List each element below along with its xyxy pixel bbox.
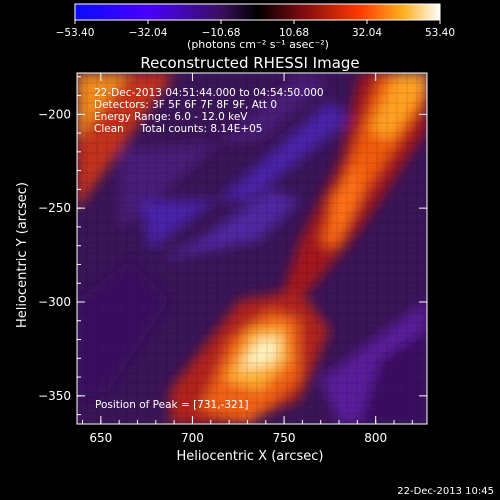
y-axis-label: Heliocentric Y (arcsec) bbox=[15, 182, 30, 328]
x-axis-label: Heliocentric X (arcsec) bbox=[177, 449, 324, 464]
colorbar-tick-label: 10.68 bbox=[279, 27, 309, 39]
annotation-energy-range: Energy Range: 6.0 - 12.0 keV bbox=[94, 111, 248, 123]
annotation-detectors: Detectors: 3F 5F 6F 7F 8F 9F, Att 0 bbox=[94, 99, 277, 111]
colorbar-tick-label: −10.68 bbox=[202, 27, 241, 39]
x-tick-label: 700 bbox=[181, 431, 204, 445]
colorbar-unit-label: (photons cm⁻² s⁻¹ asec⁻²) bbox=[187, 38, 329, 51]
heatmap-image bbox=[77, 73, 427, 424]
colorbar-tick-label: 32.04 bbox=[352, 27, 382, 39]
colorbar-ticks: −53.40 −32.04 −10.68 10.68 32.04 53.40 bbox=[56, 20, 455, 39]
peak-position-label: Position of Peak = [731,-321] bbox=[95, 399, 249, 411]
x-tick-label: 650 bbox=[89, 431, 112, 445]
y-tick-label: −250 bbox=[38, 201, 71, 215]
y-tick-label: −200 bbox=[38, 107, 71, 121]
colorbar-tick-label: 53.40 bbox=[425, 27, 455, 39]
colorbar-tick-label: −53.40 bbox=[56, 27, 95, 39]
footer-timestamp: 22-Dec-2013 10:45 bbox=[397, 486, 494, 497]
colorbar-tick-label: −32.04 bbox=[129, 27, 168, 39]
chart-title: Reconstructed RHESSI Image bbox=[140, 54, 359, 72]
annotation-clean-counts: Clean Total counts: 8.14E+05 bbox=[94, 123, 263, 135]
x-tick-label: 750 bbox=[273, 431, 296, 445]
annotation-time-range: 22-Dec-2013 04:51:44.000 to 04:54:50.000 bbox=[94, 87, 324, 99]
plot-frame bbox=[76, 72, 428, 425]
x-axis: 650 700 750 800 bbox=[81, 73, 413, 445]
y-tick-label: −300 bbox=[38, 295, 71, 309]
x-tick-label: 800 bbox=[364, 431, 387, 445]
y-tick-label: −350 bbox=[38, 389, 71, 403]
colorbar bbox=[74, 3, 441, 21]
y-axis: −200 −250 −300 −350 bbox=[38, 76, 427, 416]
header-annotations: 22-Dec-2013 04:51:44.000 to 04:54:50.000… bbox=[94, 87, 324, 135]
